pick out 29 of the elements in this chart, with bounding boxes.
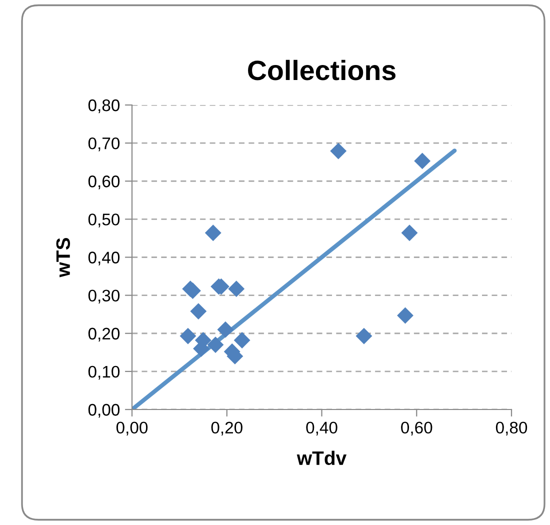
point (217, 321, 234, 338)
y-tick-label: 0,70 (88, 137, 120, 152)
y-tick-label: 0,30 (88, 290, 120, 304)
y-tick-label: 0,20 (88, 328, 120, 342)
y-tick-label: 0,80 (88, 99, 120, 114)
y-tick-label: 0,40 (88, 252, 120, 266)
x-tick-label: 0,40 (306, 422, 338, 436)
y-axis-title: wTS (56, 238, 70, 278)
y-tick-label: 0,60 (88, 176, 120, 190)
point (228, 280, 245, 298)
x-axis-title: wTdv (296, 450, 347, 466)
x-tick-label: 0,60 (401, 422, 432, 436)
y-tick-label: 0,10 (88, 366, 120, 380)
point (190, 303, 207, 320)
x-tick-label: 0,80 (496, 422, 528, 436)
y-tick-label: 0,50 (88, 214, 120, 228)
point (204, 224, 222, 242)
point (414, 152, 431, 170)
y-tick-label: 0,00 (88, 404, 120, 418)
point (397, 307, 414, 324)
point (207, 336, 224, 354)
point (401, 224, 418, 242)
x-tick-label: 0,00 (116, 422, 148, 436)
chart-title: Collections (248, 60, 396, 80)
point (330, 142, 347, 160)
point (356, 328, 372, 344)
point (180, 328, 196, 344)
point (234, 332, 250, 348)
x-tick-label: 0,20 (211, 422, 242, 436)
